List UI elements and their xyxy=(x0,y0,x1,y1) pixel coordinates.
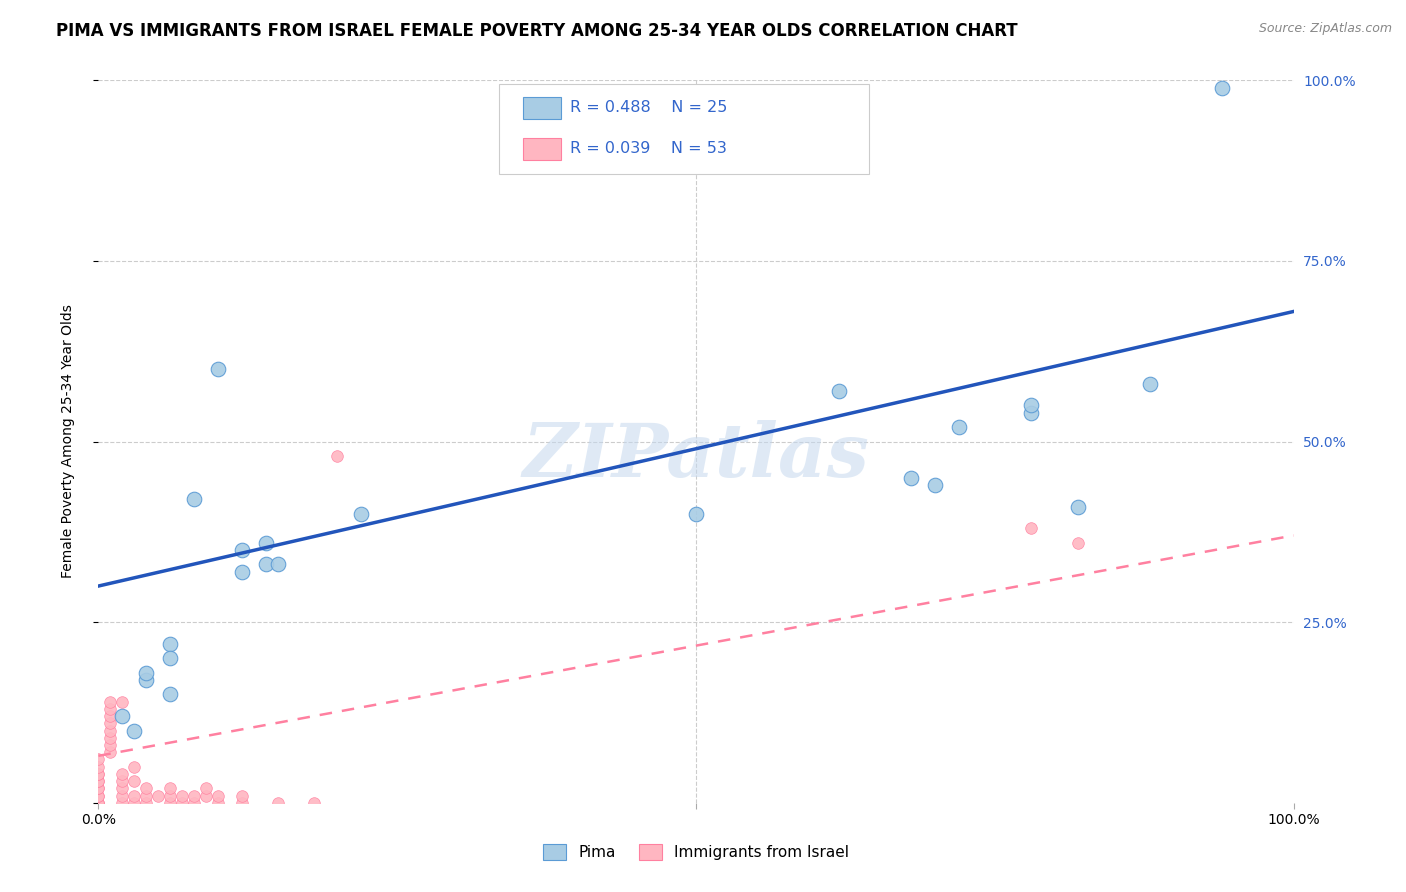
Point xyxy=(183,796,205,810)
Point xyxy=(135,665,157,680)
FancyBboxPatch shape xyxy=(499,84,869,174)
Point xyxy=(98,738,122,752)
Text: ZIPatlas: ZIPatlas xyxy=(523,420,869,492)
Point xyxy=(195,781,218,796)
Point xyxy=(207,362,229,376)
Point xyxy=(195,789,218,803)
Point xyxy=(87,774,110,789)
Point xyxy=(207,796,229,810)
Point xyxy=(124,796,146,810)
Point xyxy=(326,449,349,463)
Text: PIMA VS IMMIGRANTS FROM ISRAEL FEMALE POVERTY AMONG 25-34 YEAR OLDS CORRELATION : PIMA VS IMMIGRANTS FROM ISRAEL FEMALE PO… xyxy=(56,22,1018,40)
Point xyxy=(828,384,851,398)
Point xyxy=(98,716,122,731)
Point xyxy=(254,535,277,549)
Point xyxy=(87,781,110,796)
Point xyxy=(1067,500,1090,514)
Point xyxy=(124,760,146,774)
Point xyxy=(207,789,229,803)
Point xyxy=(231,796,253,810)
Text: Source: ZipAtlas.com: Source: ZipAtlas.com xyxy=(1258,22,1392,36)
Point xyxy=(124,723,146,738)
Point xyxy=(111,781,134,796)
Point xyxy=(900,470,922,484)
Point xyxy=(87,796,110,810)
Point xyxy=(111,796,134,810)
Point xyxy=(111,709,134,723)
Point xyxy=(98,695,122,709)
FancyBboxPatch shape xyxy=(523,97,561,119)
Point xyxy=(135,673,157,687)
Point xyxy=(159,637,181,651)
Point xyxy=(172,796,194,810)
Point xyxy=(87,796,110,810)
Point xyxy=(111,767,134,781)
Point xyxy=(1067,535,1090,549)
Point xyxy=(87,767,110,781)
Point xyxy=(98,745,122,759)
Point xyxy=(183,789,205,803)
Point xyxy=(87,789,110,803)
Point xyxy=(267,796,290,810)
Point xyxy=(135,789,157,803)
Point xyxy=(1019,406,1042,420)
Point xyxy=(87,760,110,774)
Point xyxy=(111,789,134,803)
Point xyxy=(924,478,946,492)
Y-axis label: Female Poverty Among 25-34 Year Olds: Female Poverty Among 25-34 Year Olds xyxy=(60,304,75,579)
Point xyxy=(948,420,970,434)
Point xyxy=(98,702,122,716)
Point xyxy=(685,507,707,521)
Point xyxy=(98,723,122,738)
Point xyxy=(87,781,110,796)
Point xyxy=(254,558,277,572)
Point xyxy=(124,774,146,789)
Point xyxy=(159,789,181,803)
Point xyxy=(302,796,325,810)
Point xyxy=(159,651,181,665)
Point xyxy=(350,507,373,521)
Point xyxy=(267,558,290,572)
Point xyxy=(1211,80,1233,95)
Point xyxy=(231,789,253,803)
Point xyxy=(124,789,146,803)
Point xyxy=(172,789,194,803)
Point xyxy=(1139,376,1161,391)
Text: R = 0.488    N = 25: R = 0.488 N = 25 xyxy=(571,100,728,115)
Point xyxy=(159,796,181,810)
Point xyxy=(87,796,110,810)
FancyBboxPatch shape xyxy=(523,138,561,160)
Point xyxy=(98,731,122,745)
Point xyxy=(98,709,122,723)
Point xyxy=(87,789,110,803)
Point xyxy=(135,796,157,810)
Point xyxy=(1019,521,1042,535)
Point xyxy=(87,774,110,789)
Point xyxy=(87,752,110,766)
Point xyxy=(148,789,170,803)
Point xyxy=(231,565,253,579)
Point xyxy=(111,774,134,789)
Text: R = 0.039    N = 53: R = 0.039 N = 53 xyxy=(571,142,727,156)
Point xyxy=(231,542,253,557)
Legend: Pima, Immigrants from Israel: Pima, Immigrants from Israel xyxy=(543,844,849,860)
Point xyxy=(183,492,205,507)
Point xyxy=(159,781,181,796)
Point xyxy=(87,767,110,781)
Point xyxy=(159,687,181,701)
Point xyxy=(135,781,157,796)
Point xyxy=(111,695,134,709)
Point xyxy=(1019,398,1042,412)
